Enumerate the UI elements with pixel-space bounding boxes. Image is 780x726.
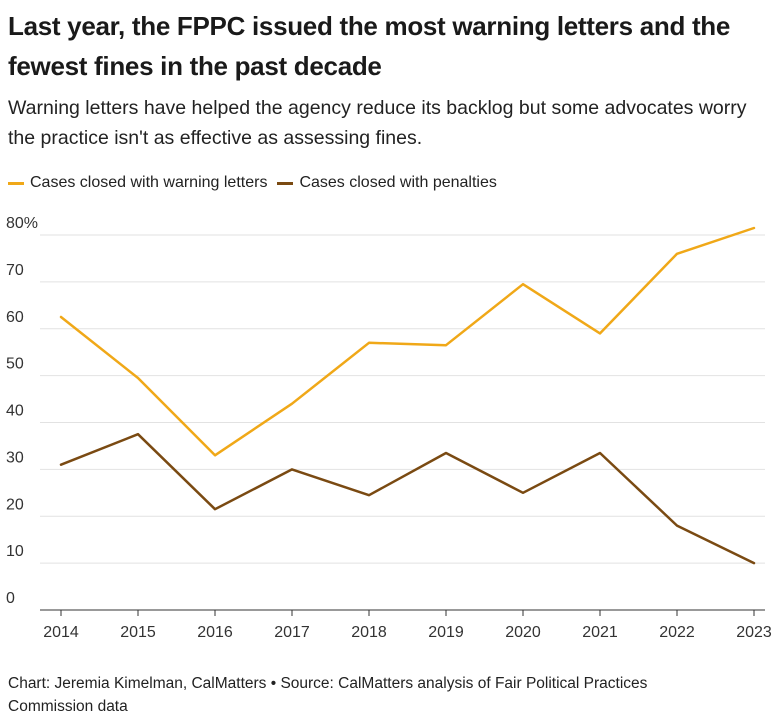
x-tick-label: 2014 [43,624,79,641]
y-tick-label: 50 [6,356,24,373]
x-tick-label: 2019 [428,624,464,641]
y-tick-label: 20 [6,496,24,513]
x-tick-label: 2023 [736,624,772,641]
y-tick-label: 60 [6,309,24,326]
legend-swatch-penalties [277,181,294,185]
y-tick-label: 70 [6,262,24,279]
legend-label-warning: Cases closed with warning letters [30,174,268,191]
series-line-penalties [59,432,756,565]
source-note: Chart: Jeremia Kimelman, CalMatters • So… [8,675,648,715]
line-chart: 0 10 20 30 40 50 60 70 80% 2014 2015 2016 2017 2018 20… [6,215,772,641]
chart-title: Last year, the FPPC issued the most warn… [8,11,731,81]
x-tick-label: 2021 [582,624,618,641]
x-tick-label: 2018 [351,624,387,641]
legend-item-penalties: Cases closed with penalties [277,174,497,192]
x-tick-label: 2022 [659,624,695,641]
chart-subtitle: Warning letters have helped the agency r… [8,97,747,149]
series-line-warning-letters [59,226,756,457]
y-tick-label: 0 [6,590,15,607]
y-tick-label: 30 [6,449,24,466]
x-tick-label: 2016 [197,624,233,641]
legend-label-penalties: Cases closed with penalties [299,174,497,191]
legend: Cases closed with warning letters Cases … [8,172,507,194]
y-tick-label: 40 [6,403,24,420]
y-tick-label: 80% [6,215,38,232]
x-tick-label: 2017 [274,624,310,641]
x-tick-label: 2020 [505,624,541,641]
legend-swatch-warning [8,181,24,185]
x-tick-label: 2015 [120,624,156,641]
y-tick-label: 10 [6,543,24,560]
legend-item-warning: Cases closed with warning letters [8,174,267,192]
